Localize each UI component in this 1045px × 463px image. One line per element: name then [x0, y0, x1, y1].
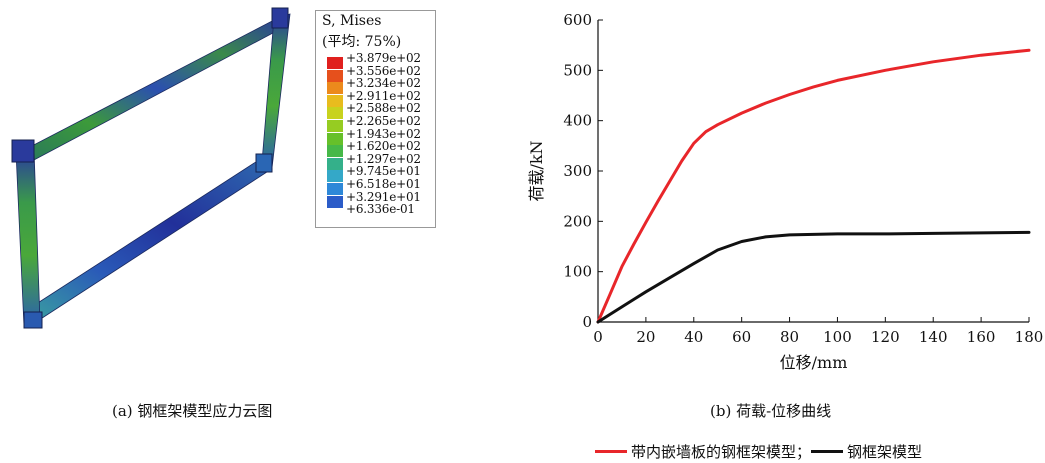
legend-line-black	[811, 449, 844, 453]
legend-label-bare: 钢框架模型	[847, 442, 923, 461]
chart-legend: 带内嵌墙板的钢框架模型； 钢框架模型	[595, 440, 922, 462]
legend-value-label: +6.336e-01	[346, 202, 415, 217]
y-tick-label: 300	[563, 162, 592, 180]
steel-frame-stress-contour	[11, 7, 291, 329]
frame-bottom-beam	[29, 157, 271, 323]
legend-swatch	[327, 195, 343, 208]
legend-swatch	[327, 107, 343, 120]
legend-swatch	[327, 170, 343, 183]
x-tick-label: 160	[967, 328, 996, 346]
frame-corner-block	[255, 153, 273, 173]
load-displacement-chart: 0 20 40 60 80 100 120 140 160 180 0 100 200 300 400 500…	[527, 11, 1044, 372]
legend-swatch	[327, 94, 343, 107]
y-tick-label: 500	[563, 61, 592, 79]
legend-label-infill: 带内嵌墙板的钢框架模型；	[631, 442, 812, 461]
y-tick-label: 400	[563, 112, 592, 130]
frame-corner-block	[11, 139, 35, 163]
x-tick-label: 0	[593, 328, 603, 346]
series-line-infill-wall	[596, 48, 1031, 324]
x-tick-label: 180	[1015, 328, 1044, 346]
legend-subtitle: (平均: 75%)	[322, 34, 402, 50]
mises-stress-legend: S, Mises (平均: 75%) +3.879e+02 +3.556e+02 +…	[315, 10, 436, 228]
legend-swatch	[327, 145, 343, 158]
frame-right-column	[261, 13, 291, 169]
series-line-bare-frame	[596, 230, 1031, 324]
legend-value-label: +2.911e+02	[346, 88, 421, 103]
legend-swatch	[327, 120, 343, 132]
legend-value-label: +2.588e+02	[346, 101, 421, 116]
legend-line-red	[595, 449, 627, 453]
x-tick-label: 120	[871, 328, 900, 346]
legend-value-label: +1.620e+02	[346, 139, 421, 154]
legend-value-label: +6.518e+01	[346, 177, 421, 191]
y-tick-label: 200	[563, 212, 592, 230]
frame-left-column	[15, 149, 41, 327]
legend-swatch	[327, 183, 343, 195]
legend-value-label: +1.297e+02	[346, 151, 421, 166]
y-tick-label: 0	[582, 313, 592, 331]
legend-value-label: +3.234e+02	[346, 76, 421, 91]
y-axis-label: 荷载/kN	[527, 140, 546, 201]
legend-value-label: +3.556e+02	[346, 63, 421, 78]
legend-swatch	[327, 157, 343, 170]
x-tick-label: 140	[919, 328, 948, 346]
x-tick-label: 60	[732, 328, 751, 346]
legend-swatch	[327, 57, 343, 69]
legend-value-label: +9.745e+01	[346, 164, 421, 179]
caption-b: (b) 荷载-位移曲线	[710, 402, 832, 420]
y-tick-label: 100	[563, 263, 592, 281]
frame-corner-block	[271, 7, 289, 29]
x-tick-label: 100	[823, 328, 852, 346]
frame-top-beam	[27, 17, 287, 161]
legend-value-label: +1.943e+02	[346, 126, 421, 141]
legend-value-label: +2.265e+02	[346, 114, 421, 128]
x-tick-label: 20	[636, 328, 655, 346]
x-tick-label: 40	[684, 328, 703, 346]
legend-value-label: +3.291e+01	[346, 189, 421, 204]
frame-corner-block	[23, 311, 43, 329]
legend-title: S, Mises	[322, 13, 382, 29]
y-tick-label: 600	[563, 11, 592, 29]
caption-a: (a) 钢框架模型应力云图	[112, 402, 273, 420]
legend-swatch	[327, 69, 343, 82]
legend-swatch	[327, 82, 343, 95]
legend-value-label: +3.879e+02	[346, 51, 421, 65]
legend-swatch	[327, 132, 343, 145]
x-tick-label: 80	[780, 328, 799, 346]
x-axis-label: 位移/mm	[780, 353, 848, 372]
